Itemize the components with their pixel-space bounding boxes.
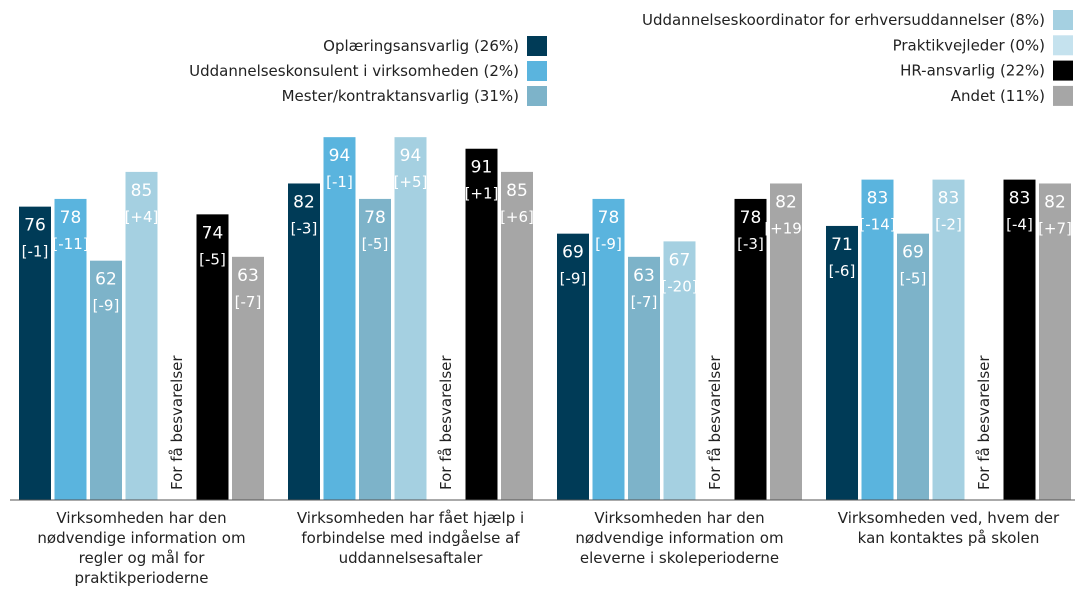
value-label: 78: [598, 208, 620, 228]
bar: [1039, 183, 1071, 501]
value-label: 78: [740, 208, 762, 228]
value-label: 76: [24, 216, 46, 236]
value-label: 69: [562, 243, 584, 263]
change-label: [+7]: [1038, 219, 1072, 237]
bar: [125, 171, 158, 500]
value-label: 82: [775, 192, 797, 212]
bar: [770, 183, 802, 501]
legend-label: Uddannelseskonsulent i virksomheden (2%): [189, 62, 519, 80]
value-label: 67: [669, 250, 691, 270]
bar: [54, 198, 87, 501]
x-tick-label: Virksomheden ved, hvem der kan kontaktes…: [837, 509, 1060, 547]
value-label: 78: [364, 208, 386, 228]
value-label: 69: [902, 243, 924, 263]
value-label: 74: [202, 223, 224, 243]
change-label: [-3]: [291, 219, 318, 237]
change-label: [-20]: [661, 277, 697, 295]
legend-swatch: [527, 86, 547, 106]
change-label: [-2]: [935, 216, 962, 234]
change-label: [-1]: [326, 173, 353, 191]
value-label: 94: [400, 146, 422, 166]
change-label: [-6]: [829, 262, 856, 280]
legend-label: Andet (11%): [951, 87, 1045, 105]
change-label: [-4]: [1006, 216, 1033, 234]
bar: [932, 179, 965, 500]
bar: [465, 148, 498, 501]
legend-label: HR-ansvarlig (22%): [900, 62, 1045, 80]
bar: [734, 198, 767, 501]
note-label: For få besvarelser: [975, 355, 993, 490]
value-label: 94: [329, 146, 351, 166]
change-label: [-7]: [631, 293, 658, 311]
bar: [1003, 179, 1036, 500]
note-label: For få besvarelser: [437, 355, 455, 490]
bar: [826, 225, 858, 500]
bar: [628, 256, 660, 500]
bar: [663, 241, 696, 500]
value-label: 82: [1044, 192, 1066, 212]
value-label: 91: [471, 158, 493, 178]
legend-label: Praktikvejleder (0%): [893, 36, 1045, 54]
x-tick-label: Virksomheden har den nødvendige informat…: [575, 509, 784, 567]
change-label: [+6]: [500, 208, 534, 226]
value-label: 78: [60, 208, 82, 228]
value-label: 63: [633, 266, 655, 286]
bar: [557, 233, 589, 500]
value-label: 83: [938, 189, 960, 209]
x-tick-label: Virksomheden har fået hjælp i forbindels…: [296, 509, 525, 567]
bar: [19, 206, 51, 500]
bar: [501, 171, 533, 500]
legend-swatch: [1053, 10, 1073, 30]
value-label: 83: [867, 189, 889, 209]
value-label: 71: [831, 235, 853, 255]
bar: [288, 183, 320, 501]
value-label: 63: [237, 266, 259, 286]
note-label: For få besvarelser: [706, 355, 724, 490]
change-label: [-14]: [859, 216, 895, 234]
value-label: 83: [1009, 189, 1031, 209]
change-label: [+5]: [394, 173, 428, 191]
legend-swatch: [1053, 35, 1073, 56]
change-label: [-3]: [737, 235, 764, 253]
change-label: [-1]: [22, 243, 49, 261]
bar: [897, 233, 929, 500]
bar: [394, 137, 427, 500]
change-label: [+1]: [465, 185, 499, 203]
change-label: [+19]: [764, 219, 807, 237]
bar: [592, 198, 625, 501]
bar: [323, 137, 356, 500]
bar: [90, 260, 122, 500]
change-label: [-5]: [900, 270, 927, 288]
legend-label: Oplæringsansvarlig (26%): [323, 37, 519, 55]
legend-swatch: [1053, 60, 1073, 81]
change-label: [+4]: [125, 208, 159, 226]
bar: [359, 198, 391, 501]
bar: [196, 214, 229, 501]
value-label: 82: [293, 192, 315, 212]
legend-swatch: [527, 36, 547, 56]
x-tick-label: Virksomheden har den nødvendige informat…: [37, 509, 246, 587]
change-label: [-5]: [362, 235, 389, 253]
value-label: 85: [131, 181, 153, 201]
change-label: [-9]: [93, 297, 120, 315]
change-label: [-9]: [560, 270, 587, 288]
change-label: [-5]: [199, 250, 226, 268]
note-label: For få besvarelser: [168, 355, 186, 490]
bar: [232, 256, 264, 500]
legend-swatch: [527, 61, 547, 81]
change-label: [-11]: [52, 235, 88, 253]
bar: [861, 179, 894, 500]
change-label: [-7]: [235, 293, 262, 311]
legend-swatch: [1053, 85, 1073, 106]
value-label: 85: [506, 181, 528, 201]
legend-label: Mester/kontraktansvarlig (31%): [282, 87, 519, 105]
change-label: [-9]: [595, 235, 622, 253]
value-label: 62: [95, 270, 117, 290]
legend-label: Uddannelseskoordinator for erhversuddann…: [642, 11, 1045, 29]
